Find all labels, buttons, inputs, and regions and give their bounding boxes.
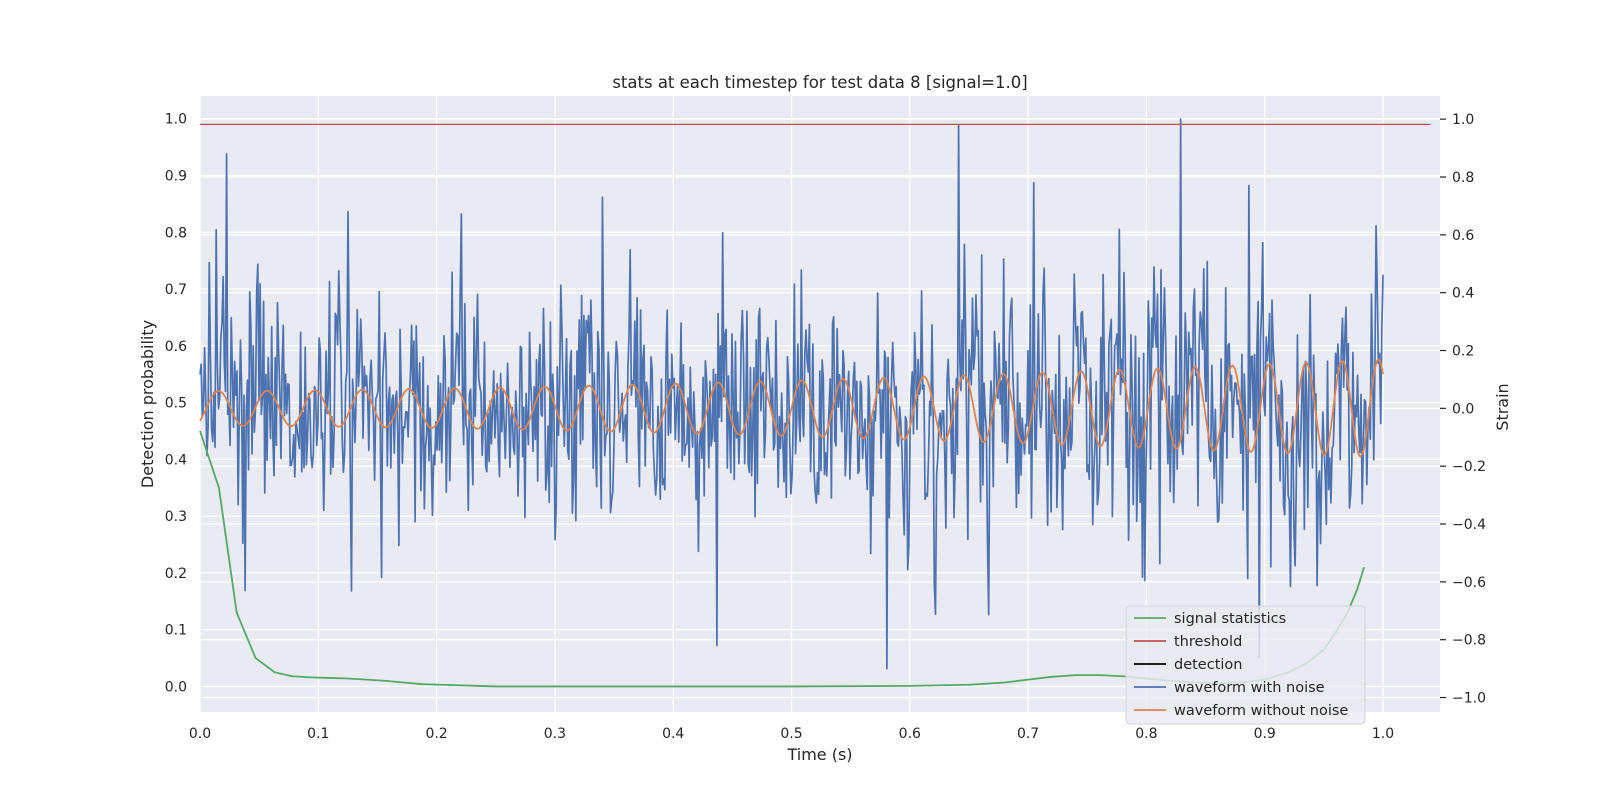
legend-box [1125,605,1366,725]
legend-label-detection: detection [1174,657,1242,673]
y2-tick-label: 1.0 [1452,112,1474,128]
y-tick-label: 1.0 [165,112,187,128]
x-tick-label: 0.0 [189,726,211,742]
legend-label-signal-statistics: signal statistics [1174,611,1286,627]
y2-tick-label: 0.2 [1452,343,1474,359]
y2-tick-label: 0.8 [1452,170,1474,186]
y-tick-label: 0.9 [165,168,187,184]
y-tick-label: 0.8 [165,225,187,241]
y-tick-label: 0.7 [165,282,187,298]
legend-label-threshold: threshold [1174,634,1242,650]
x-tick-label: 1.0 [1372,726,1394,742]
x-tick-label: 0.4 [662,726,684,742]
x-tick-label: 0.7 [1017,726,1039,742]
y2-axis-ticks: −1.0 −0.8 −0.6 −0.4 −0.2 0.0 0.2 0.4 0.6 0.8 1.0 [1440,112,1486,707]
x-tick-label: 0.1 [307,726,329,742]
y2-tick-label: 0.4 [1452,286,1474,302]
y2-tick-label: 0.0 [1452,401,1474,417]
x-tick-label: 0.3 [544,726,566,742]
y-tick-label: 0.4 [165,452,187,468]
y2-tick-label: 0.6 [1452,228,1474,244]
x-tick-label: 0.6 [899,726,921,742]
x-tick-label: 0.9 [1254,726,1276,742]
x-tick-label: 0.5 [780,726,802,742]
y2-tick-label: −0.4 [1452,517,1486,533]
y2-tick-label: −0.2 [1452,459,1486,475]
y-tick-label: 0.1 [165,623,187,639]
y2-tick-label: −0.8 [1452,633,1486,649]
series-line-waveform-with-noise [199,118,1384,670]
x-tick-label: 0.2 [425,726,447,742]
y2-tick-label: −0.6 [1452,575,1486,591]
y-axis-label: Detection probability [138,320,157,488]
y-tick-label: 0.5 [165,396,187,412]
y-tick-label: 0.6 [165,339,187,355]
y-tick-label: 0.2 [165,566,187,582]
legend-label-waveform-without-noise: waveform without noise [1174,703,1348,719]
series-line-waveform-without-noise [199,358,1384,458]
y-tick-label: 0.3 [165,509,187,525]
y-axis-ticks: 0.0 0.1 0.2 0.3 0.4 0.5 0.6 0.7 0.8 0.9 1.0 [165,112,187,696]
y2-axis-label: Strain [1493,383,1512,430]
x-tick-label: 0.8 [1135,726,1157,742]
y2-tick-label: −1.0 [1452,691,1486,707]
y-tick-label: 0.0 [165,679,187,695]
x-axis-label: Time (s) [786,745,852,764]
legend: signal statistics threshold detection wavef… [1125,605,1366,725]
legend-label-waveform-with-noise: waveform with noise [1174,680,1325,696]
x-axis-ticks: 0.0 0.1 0.2 0.3 0.4 0.5 0.6 0.7 0.8 0.9 1.0 [189,726,1394,742]
chart-title: stats at each timestep for test data 8 [… [612,73,1027,92]
